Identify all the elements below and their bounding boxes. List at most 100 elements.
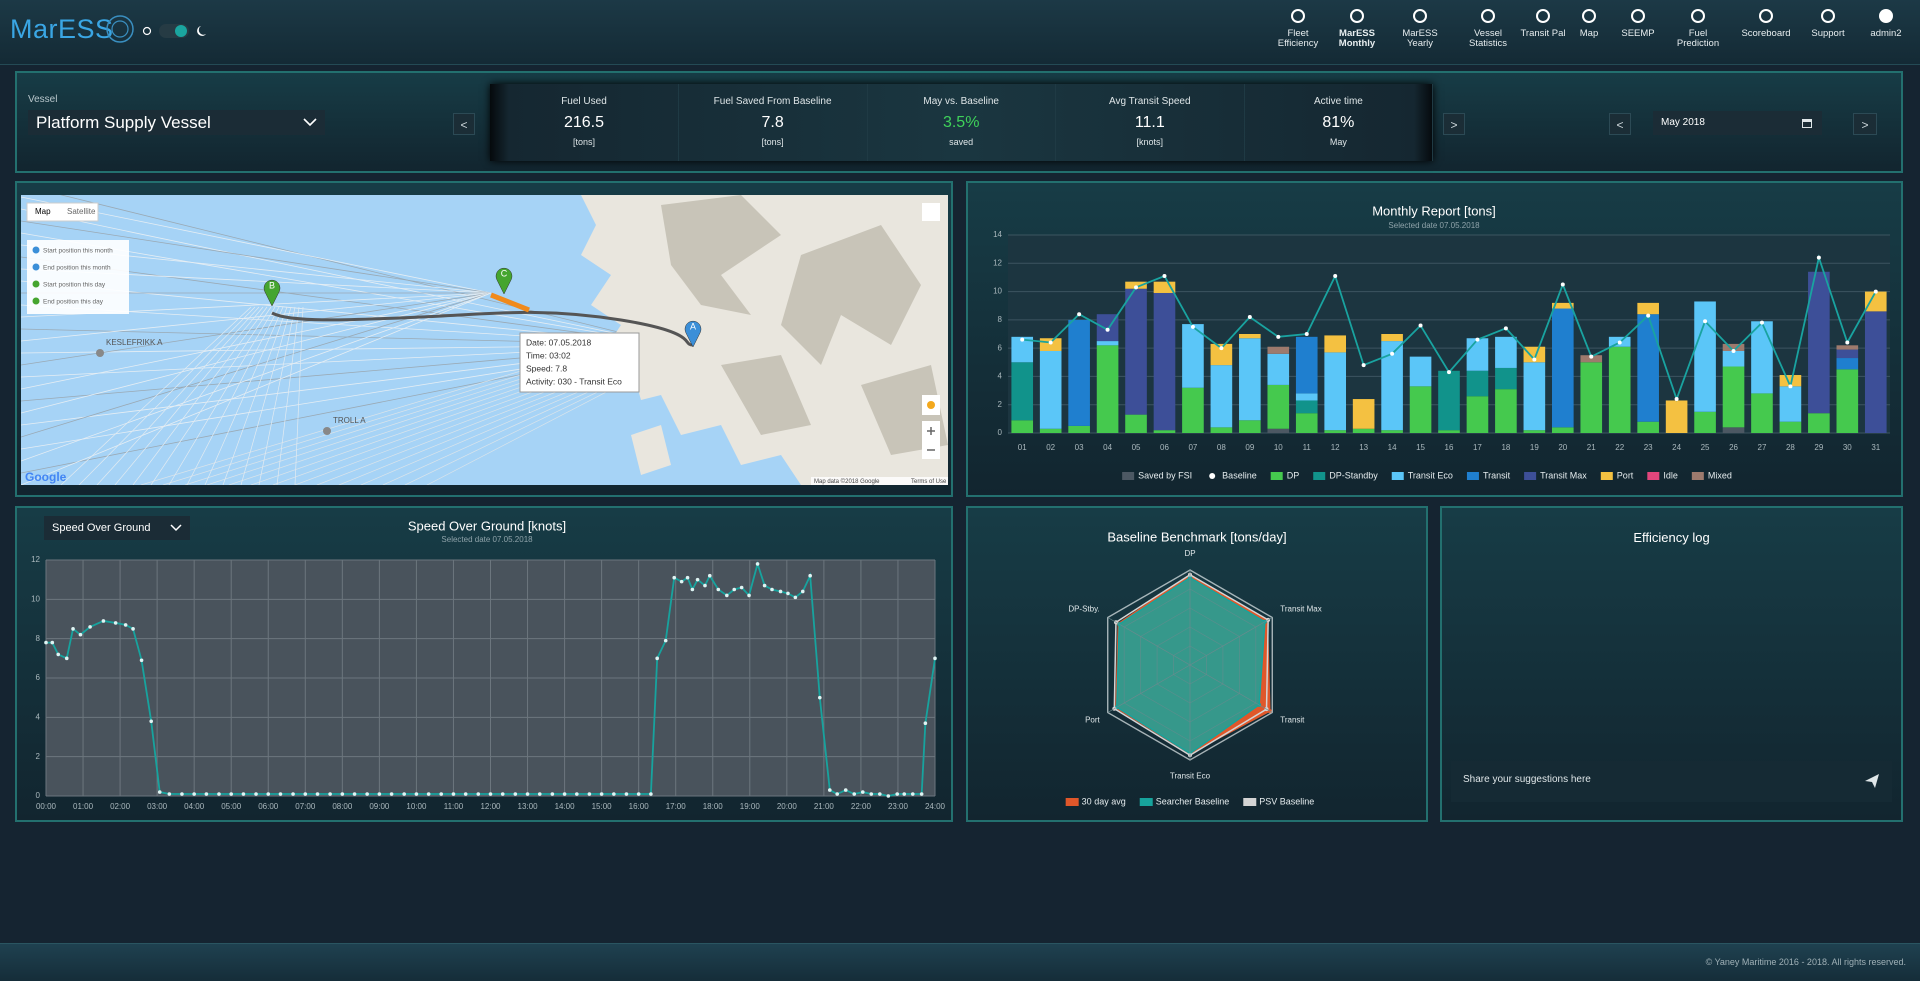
tooltip-line: Activity: 030 - Transit Eco	[526, 376, 622, 386]
nav-item[interactable]: Support	[1798, 8, 1858, 39]
date-next[interactable]: >	[1853, 113, 1877, 135]
icon-shape	[1291, 9, 1305, 23]
nav-item[interactable]: Transit Pal	[1513, 8, 1573, 39]
x-tick-label: 16:00	[629, 802, 650, 811]
bar-segment	[1694, 411, 1716, 433]
legend-label: DP-Standby	[1329, 470, 1378, 480]
send-button[interactable]	[1864, 773, 1880, 789]
bar-segment	[1381, 334, 1403, 342]
logo[interactable]: MarESS	[10, 14, 114, 44]
zoom-control[interactable]	[922, 421, 940, 459]
line-point	[1447, 370, 1451, 375]
shipping-lane	[78, 306, 256, 485]
bar-segment	[1324, 430, 1347, 433]
speed-point	[537, 792, 542, 796]
legend-pin	[32, 246, 40, 254]
speed-select[interactable]: Speed Over Ground	[44, 516, 190, 540]
kpi-label: Fuel Saved From Baseline	[713, 96, 832, 107]
speed-point	[266, 792, 271, 796]
nav-item[interactable]: Map	[1559, 8, 1619, 39]
nav-icon	[1536, 9, 1550, 23]
icon-shape	[1481, 9, 1495, 23]
bar-segment	[1068, 319, 1090, 426]
x-tick-label: 03	[1075, 443, 1084, 452]
bar-segment	[1722, 366, 1745, 428]
speed-point	[786, 591, 790, 596]
line-point	[1020, 337, 1025, 342]
map-tab[interactable]: Map	[35, 207, 51, 216]
shipping-lane	[21, 196, 492, 294]
y-tick-label: 10	[31, 594, 40, 603]
fullscreen[interactable]	[922, 203, 940, 221]
nav-item[interactable]: MarESS Yearly	[1390, 8, 1450, 49]
kpi-value: 7.8	[761, 114, 784, 131]
y-tick-label: 8	[36, 634, 41, 643]
kpi-unit: saved	[949, 137, 974, 147]
marker-label: A	[690, 321, 696, 331]
speed-point	[725, 593, 729, 598]
speed-point	[328, 792, 332, 796]
speed-point	[88, 625, 92, 629]
line-point	[1304, 332, 1309, 336]
map-tab[interactable]: Satellite	[67, 207, 96, 216]
radar-axis-label: DP	[1184, 549, 1195, 558]
legend-swatch	[1391, 472, 1404, 480]
bar-segment	[1039, 350, 1062, 429]
speed-point	[217, 792, 221, 796]
date-prev[interactable]: <	[1609, 113, 1631, 135]
shipping-lane	[21, 208, 672, 346]
speed-point	[113, 621, 118, 625]
nav-label: Fleet Efficiency	[1277, 28, 1319, 49]
legend-pin	[32, 280, 40, 288]
place-label: KESLEFRIKK A	[106, 338, 163, 347]
bar-segment	[1239, 420, 1261, 433]
legend-text: Start position this day	[43, 282, 106, 289]
x-tick-label: 09	[1245, 443, 1254, 452]
vessel-select[interactable]: Platform Supply Vessel	[28, 110, 325, 135]
radar-spoke	[1189, 617, 1273, 666]
legend-label: Transit Eco	[1408, 470, 1453, 480]
bar-segment	[1523, 346, 1546, 363]
kpi-next[interactable]: >	[1443, 113, 1465, 135]
nav-item[interactable]: Fuel Prediction	[1668, 8, 1728, 49]
nav-item[interactable]: SEEMP	[1608, 8, 1668, 39]
x-tick-label: 23	[1644, 443, 1653, 452]
kpi-prev[interactable]: <	[453, 113, 475, 135]
kpi: May vs. Baseline 3.5% saved	[867, 84, 1057, 161]
legend-label: DP	[1287, 470, 1300, 480]
speed-point	[762, 583, 767, 588]
bar-segment	[1808, 413, 1830, 433]
bar-segment	[1637, 421, 1659, 433]
date-picker[interactable]: May 2018	[1653, 111, 1822, 135]
nav-icon	[1291, 9, 1305, 23]
bar-segment	[1836, 358, 1859, 370]
x-tick-label: 25	[1701, 443, 1710, 452]
chart-title: Baseline Benchmark [tons/day]	[1107, 529, 1286, 544]
user-menu[interactable]: admin2	[1856, 8, 1916, 39]
shipping-lane	[21, 220, 492, 294]
shipping-lane	[96, 306, 260, 485]
bar-segment	[1751, 321, 1773, 394]
monthly-panel: Monthly Report [tons] Selected date 07.05…	[966, 181, 1903, 497]
nav-item[interactable]: Fleet Efficiency	[1268, 8, 1328, 49]
suggestion-input[interactable]: Share your suggestions here	[1451, 761, 1892, 802]
bar-segment	[1523, 430, 1546, 433]
bar-segment	[1722, 427, 1745, 433]
line-point	[1845, 340, 1850, 345]
speed-point	[770, 587, 774, 592]
nav-item[interactable]: Vessel Statistics	[1458, 8, 1518, 49]
map[interactable]: A B C KESLEFRIKK A TROLL A Date: 07.05.2018 Ti…	[21, 195, 948, 485]
line-point	[1731, 348, 1736, 353]
y-tick-label: 10	[993, 287, 1002, 296]
speed-point	[933, 656, 937, 661]
header: MarESS Fleet Efficiency MarESS Monthly Mar…	[0, 0, 1920, 65]
nav-item[interactable]: Scoreboard	[1736, 8, 1796, 39]
icon-shape	[1821, 9, 1835, 23]
speed-point	[843, 788, 848, 792]
y-tick-label: 4	[36, 712, 41, 721]
speed-point	[241, 792, 246, 796]
speed-panel: Speed Over Ground Speed Over Ground [kno…	[15, 506, 953, 822]
nav-item[interactable]: MarESS Monthly	[1327, 8, 1387, 49]
terms[interactable]: Terms of Use	[911, 479, 947, 485]
speed-point	[808, 573, 812, 578]
